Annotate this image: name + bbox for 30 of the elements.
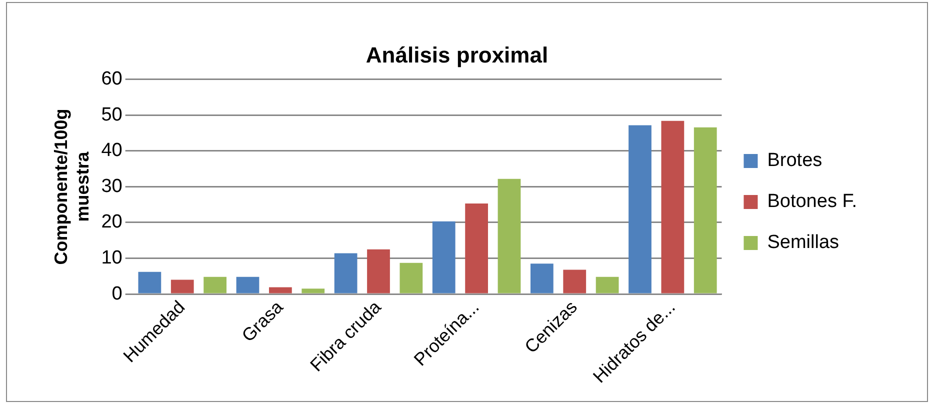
bar	[302, 288, 325, 294]
bar	[628, 125, 652, 294]
legend-label: Botones F.	[767, 191, 858, 212]
bar	[400, 262, 423, 294]
bar	[694, 127, 717, 294]
bar	[334, 253, 358, 294]
bar	[530, 264, 554, 294]
bar	[204, 276, 226, 294]
y-tick-label: 40	[101, 140, 122, 162]
bar	[563, 270, 586, 294]
bar	[661, 120, 684, 294]
bar	[138, 272, 162, 294]
bar	[596, 276, 619, 294]
bar	[498, 178, 521, 294]
bar	[236, 276, 260, 294]
y-tick-label: 50	[101, 104, 122, 126]
bar	[367, 249, 390, 294]
bar	[170, 280, 194, 294]
y-tick-label: 30	[101, 176, 122, 197]
bar	[465, 204, 488, 294]
y-tick-label: 10	[101, 247, 122, 268]
bar	[432, 221, 456, 294]
legend-label: Brotes	[767, 150, 822, 172]
bar	[268, 287, 292, 294]
y-tick-label: 0	[112, 283, 122, 304]
y-tick-label: 20	[101, 212, 122, 233]
legend-label: Semillas	[767, 232, 840, 254]
chart-title: Análisis proximal	[366, 42, 548, 68]
y-tick-label: 60	[101, 68, 122, 90]
y-axis-title: Componente/100g muestra	[50, 108, 92, 265]
